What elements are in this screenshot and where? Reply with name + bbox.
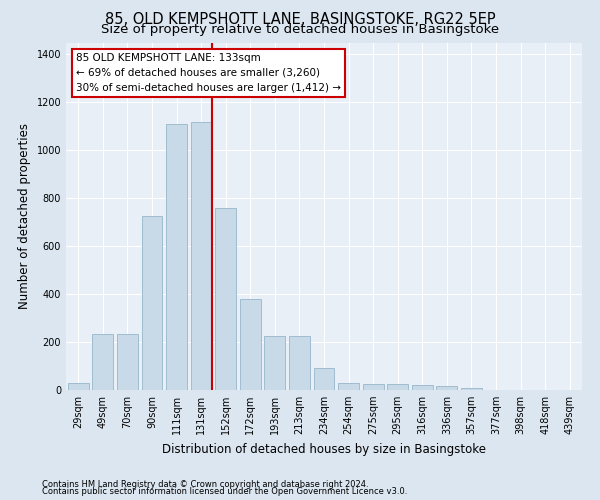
Bar	[191, 122, 212, 390]
Bar	[117, 334, 138, 390]
Bar	[240, 299, 261, 390]
Bar	[68, 383, 89, 390]
Bar	[92, 334, 113, 390]
Bar	[166, 124, 187, 390]
Bar	[387, 384, 408, 390]
Bar	[215, 208, 236, 390]
Text: Contains public sector information licensed under the Open Government Licence v3: Contains public sector information licen…	[42, 487, 407, 496]
Text: 85, OLD KEMPSHOTT LANE, BASINGSTOKE, RG22 5EP: 85, OLD KEMPSHOTT LANE, BASINGSTOKE, RG2…	[104, 12, 496, 28]
Text: 85 OLD KEMPSHOTT LANE: 133sqm
← 69% of detached houses are smaller (3,260)
30% o: 85 OLD KEMPSHOTT LANE: 133sqm ← 69% of d…	[76, 53, 341, 92]
Bar	[461, 388, 482, 390]
Bar	[362, 384, 383, 390]
Bar	[436, 386, 457, 390]
Bar	[289, 336, 310, 390]
Text: Contains HM Land Registry data © Crown copyright and database right 2024.: Contains HM Land Registry data © Crown c…	[42, 480, 368, 489]
Bar	[142, 216, 163, 390]
X-axis label: Distribution of detached houses by size in Basingstoke: Distribution of detached houses by size …	[162, 442, 486, 456]
Bar	[412, 385, 433, 390]
Text: Size of property relative to detached houses in Basingstoke: Size of property relative to detached ho…	[101, 22, 499, 36]
Y-axis label: Number of detached properties: Number of detached properties	[18, 123, 31, 309]
Bar	[265, 336, 286, 390]
Bar	[338, 383, 359, 390]
Bar	[314, 368, 334, 390]
